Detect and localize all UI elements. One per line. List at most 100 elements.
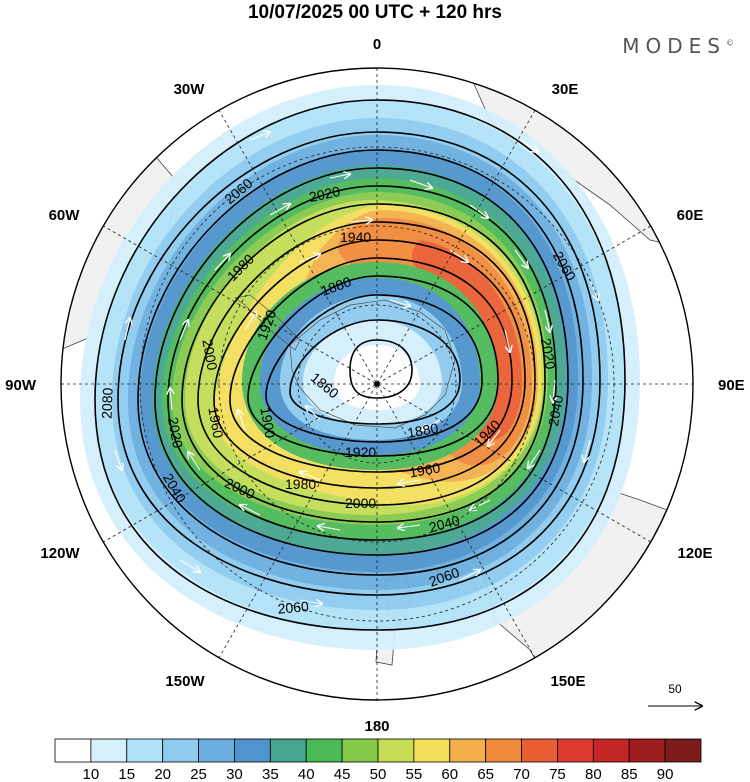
wind-vectors <box>114 132 598 604</box>
colorbar-swatch <box>269 738 307 763</box>
height-contours <box>94 99 626 631</box>
wind-vector <box>306 406 321 421</box>
colorbar-tick-label: 50 <box>370 766 387 782</box>
contour-label: 2020 <box>538 337 559 371</box>
brand-logo: MODES© <box>622 34 734 58</box>
wind-vector <box>214 254 230 271</box>
colorbar-swatch <box>557 738 594 763</box>
colorbar-tick-label: 90 <box>657 766 674 782</box>
wind-vector <box>299 254 320 263</box>
colorbar-tick-label: 85 <box>621 766 638 782</box>
lon-label-90w: 90W <box>5 377 37 394</box>
wind-vector <box>179 320 188 341</box>
lon-label-120w: 120W <box>40 545 80 562</box>
colorbar-swatch <box>413 738 451 763</box>
contour-1960 <box>197 221 536 506</box>
contour-1900 <box>247 275 499 457</box>
contour-label: 2060 <box>277 598 310 617</box>
colorbar-tick-label: 30 <box>226 766 243 782</box>
lon-label-120e: 120E <box>677 545 712 562</box>
colorbar-tick-label: 20 <box>154 766 171 782</box>
wind-vector <box>170 388 172 411</box>
wind-vector <box>269 204 290 216</box>
contour-label: 2040 <box>545 394 566 428</box>
contour-label: 2020 <box>308 183 342 205</box>
lon-label-60w: 60W <box>49 207 81 224</box>
wind-vector <box>504 329 510 352</box>
colorbar-tick-label: 55 <box>406 766 423 782</box>
graticule <box>61 68 693 700</box>
contour-label: 2080 <box>99 387 116 419</box>
colorbar-tick-label: 15 <box>118 766 135 782</box>
wind-vector <box>488 429 501 446</box>
lon-label-60e: 60E <box>677 207 704 224</box>
wind-vector <box>238 410 246 431</box>
wind-vector <box>318 526 341 530</box>
wind-vector <box>244 312 256 331</box>
wind-vector <box>398 480 421 484</box>
wind-vector <box>469 204 488 218</box>
colorbar-swatch <box>449 738 487 763</box>
colorbar-tick-label: 60 <box>441 766 458 782</box>
colorbar-swatch <box>54 738 92 763</box>
lon-label-30w: 30W <box>174 81 206 98</box>
wind-vector <box>519 139 538 152</box>
wind-vector <box>349 220 372 222</box>
wind-vector <box>398 525 421 528</box>
wind-vector <box>114 449 122 470</box>
colorbar-swatch <box>90 738 128 763</box>
lon-label-90e: 90E <box>718 377 745 394</box>
south-pole-marker <box>374 381 380 387</box>
colorbar-swatch <box>198 738 235 763</box>
colorbar-swatch <box>162 738 199 763</box>
lon-label-150e: 150E <box>550 673 585 690</box>
brand-name: MODES <box>622 34 726 58</box>
colorbar-swatch <box>377 738 415 763</box>
colorbar: 10 15 20 25 30 35 40 45 50 55 60 65 70 75 80 85 90 <box>54 738 702 782</box>
map-title: 10/07/2025 00 UTC + 120 hrs <box>247 2 503 23</box>
colorbar-tick-label: 70 <box>513 766 530 782</box>
lon-label-180: 180 <box>364 718 389 735</box>
contour-label: 2000 <box>345 495 376 511</box>
colorbar-tick-label: 25 <box>190 766 207 782</box>
wind-vector <box>329 174 350 178</box>
wind-vector <box>389 299 410 306</box>
colorbar-tick-label: 10 <box>83 766 100 782</box>
colorbar-tick-label: 45 <box>334 766 351 782</box>
wind-vector <box>514 249 528 268</box>
contour-label: 1960 <box>408 459 442 480</box>
colorbar-tick-label: 75 <box>549 766 566 782</box>
wind-reference-vector: 50 <box>648 682 702 706</box>
wind-vector <box>124 318 130 341</box>
wind-vector <box>584 439 591 462</box>
contour-2000 <box>167 185 557 541</box>
longitude-labels: 0 30E 60E 90E 120E 150E 180 150W 120W 90… <box>5 36 745 735</box>
contour-label: 1980 <box>285 476 316 492</box>
wind-vector <box>589 279 598 300</box>
contour-1980 <box>181 203 546 523</box>
colorbar-swatch <box>305 738 343 763</box>
wind-vector <box>240 505 261 516</box>
brand-mark: © <box>726 38 734 48</box>
wind-vector <box>179 559 200 572</box>
wind-vector <box>188 452 201 471</box>
wind-vector <box>544 309 550 332</box>
map-border <box>60 67 694 701</box>
colorbar-swatch <box>126 738 164 763</box>
lon-label-0: 0 <box>373 36 381 53</box>
colorbar-swatch <box>234 738 271 763</box>
contour-label: 1900 <box>257 406 278 440</box>
wind-vector <box>299 600 322 604</box>
wind-vector <box>409 179 432 188</box>
wind-vector <box>300 472 321 481</box>
contour-label: 1960 <box>205 406 226 440</box>
contour-label: 2000 <box>199 338 220 372</box>
colorbar-tick-label: 80 <box>585 766 602 782</box>
colorbar-swatch <box>628 738 666 763</box>
colorbar-tick-label: 35 <box>262 766 279 782</box>
lon-label-30e: 30E <box>552 81 579 98</box>
wind-vector <box>459 570 480 581</box>
contour-label: 1940 <box>340 229 371 245</box>
wind-reference-value: 50 <box>668 682 682 696</box>
